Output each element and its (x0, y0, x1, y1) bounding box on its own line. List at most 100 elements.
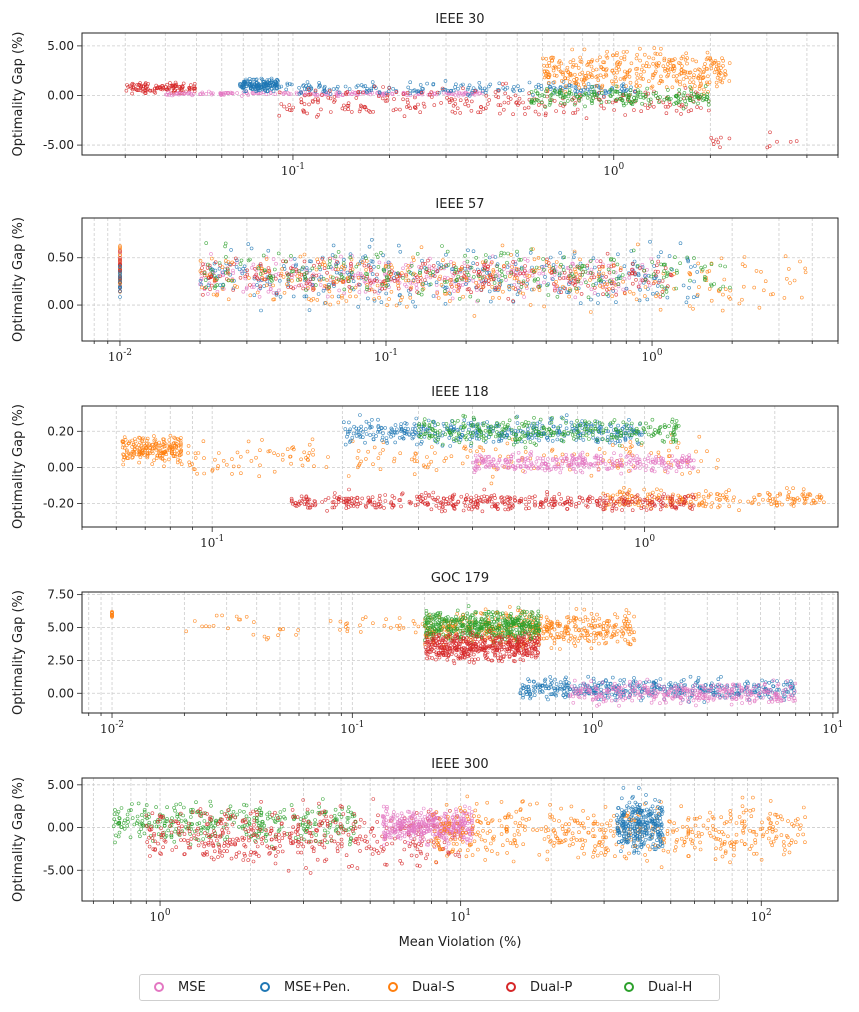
point-dual-p (437, 506, 442, 510)
point-dual-p (335, 259, 339, 264)
point-dual-h (544, 427, 549, 432)
point-dual-s (220, 287, 225, 291)
point-dual-s (567, 80, 572, 84)
point-dual-p (727, 136, 732, 141)
point-dual-p (462, 274, 466, 279)
point-dual-s (585, 63, 590, 67)
point-dual-p (601, 292, 605, 297)
point-dual-p (714, 137, 719, 142)
point-dual-s (605, 282, 610, 287)
point-dual-s (601, 491, 606, 496)
point-dual-s (672, 272, 676, 276)
point-dual-h (446, 263, 451, 267)
point-dual-p (618, 268, 623, 272)
point-mse-pen- (282, 267, 287, 271)
point-dual-p (367, 279, 372, 283)
point-dual-s (679, 71, 684, 76)
point-dual-s (231, 464, 236, 469)
point-dual-h (494, 424, 499, 429)
point-mse (209, 252, 213, 256)
point-dual-h (501, 420, 506, 425)
point-mse (601, 262, 605, 267)
point-dual-s (717, 73, 721, 77)
point-dual-p (358, 501, 363, 506)
point-dual-p (382, 506, 386, 510)
point-dual-s (586, 62, 591, 66)
point-dual-p (660, 496, 665, 501)
point-mse-pen- (421, 426, 426, 431)
point-dual-s (267, 449, 272, 453)
point-mse-pen- (530, 436, 535, 440)
point-dual-h (415, 252, 420, 256)
point-dual-p (383, 499, 388, 503)
point-mse-pen- (335, 84, 340, 89)
point-dual-p (533, 109, 538, 114)
point-dual-h (609, 433, 614, 437)
point-dual-h (311, 277, 316, 281)
point-dual-s (266, 269, 271, 274)
point-dual-h (339, 272, 344, 277)
point-dual-s (654, 65, 659, 69)
point-dual-p (471, 504, 476, 509)
point-dual-h (601, 430, 606, 435)
point-dual-s (142, 453, 147, 457)
point-dual-p (299, 97, 304, 101)
point-mse-pen- (118, 264, 122, 268)
point-mse-pen- (297, 86, 301, 90)
point-dual-h (456, 418, 460, 423)
point-dual-s (246, 439, 251, 444)
point-mse-pen- (516, 84, 520, 88)
point-dual-h (542, 267, 546, 272)
point-dual-p (356, 282, 361, 287)
point-dual-p (695, 105, 699, 109)
point-dual-s (145, 451, 150, 455)
point-dual-s (327, 289, 332, 294)
point-dual-h (617, 443, 622, 448)
point-dual-p (355, 495, 360, 500)
point-dual-s (602, 451, 607, 455)
point-mse-pen- (663, 286, 667, 291)
point-mse-pen- (619, 87, 624, 91)
point-dual-p (506, 507, 511, 512)
point-dual-h (269, 277, 273, 282)
point-dual-s (636, 503, 641, 508)
point-dual-p (572, 283, 577, 287)
point-dual-p (563, 286, 568, 291)
point-dual-p (418, 499, 423, 503)
point-dual-h (202, 271, 207, 276)
point-dual-s (786, 493, 791, 498)
point-dual-p (571, 111, 575, 115)
point-dual-s (803, 270, 808, 275)
point-dual-s (737, 508, 741, 513)
point-mse-pen- (580, 419, 585, 423)
point-dual-s (120, 439, 125, 443)
point-dual-s (638, 46, 642, 51)
point-dual-s (694, 449, 698, 454)
point-dual-s (669, 440, 673, 445)
point-mse-pen- (465, 87, 470, 92)
point-dual-s (601, 67, 606, 72)
point-dual-p (398, 107, 402, 112)
point-mse-pen- (589, 297, 593, 302)
point-dual-p (586, 496, 591, 501)
point-dual-p (609, 499, 613, 504)
point-mse-pen- (651, 291, 655, 296)
point-dual-p (684, 496, 688, 501)
point-dual-s (628, 449, 632, 454)
point-mse-pen- (354, 430, 359, 434)
point-mse-pen- (241, 84, 245, 88)
point-dual-s (568, 276, 572, 280)
point-dual-s (360, 260, 365, 265)
point-dual-h (416, 291, 421, 296)
point-dual-s (713, 59, 718, 63)
point-dual-h (642, 268, 647, 273)
point-dual-p (210, 283, 214, 288)
point-mse-pen- (389, 426, 394, 431)
point-mse (613, 270, 618, 275)
point-dual-h (683, 99, 687, 103)
point-dual-h (477, 429, 482, 433)
point-dual-s (555, 284, 559, 288)
point-mse-pen- (376, 423, 381, 428)
point-mse-pen- (345, 270, 350, 275)
point-mse (475, 299, 479, 304)
